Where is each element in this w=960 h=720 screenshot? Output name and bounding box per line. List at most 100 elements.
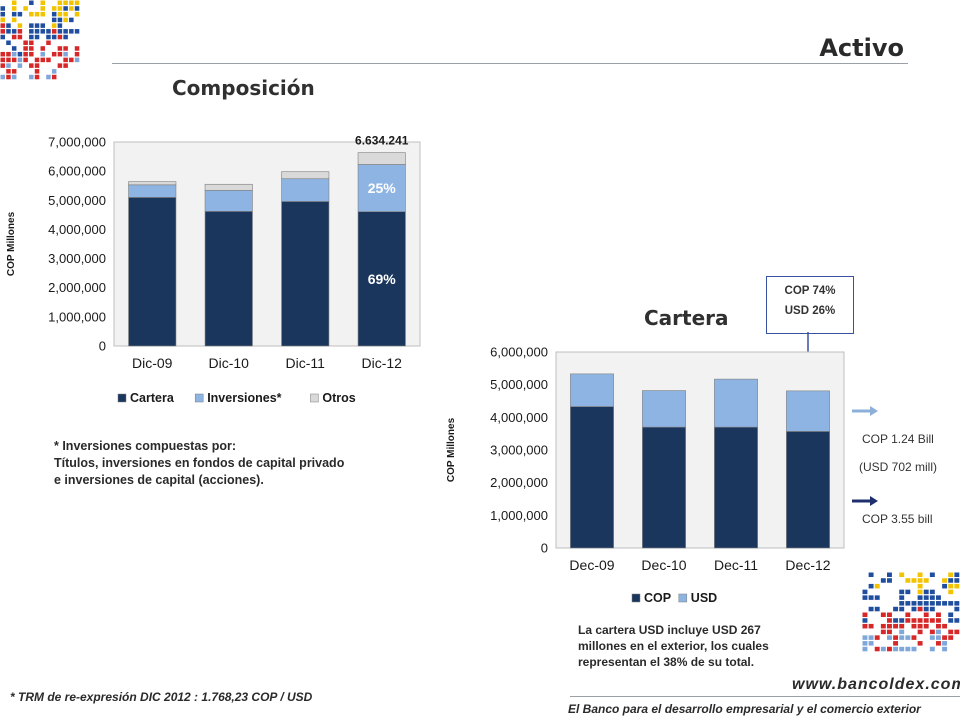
bar-segment-cartera [204,211,253,347]
y-axis-label: COP Millones [446,417,457,482]
logo-pixel [51,69,57,74]
logo-pixel [936,595,941,600]
logo-pixel [929,601,935,606]
logo-pixel [948,589,954,595]
legend-entry: USD [691,591,717,605]
logo-pixel [948,578,954,583]
logo-pixel [905,578,911,583]
logo-pixel [887,578,892,583]
logo-pixel [63,6,68,11]
logo-pixel [69,6,74,11]
logo-pixel [948,572,954,578]
cartera-chart: 0 1,000,000 2,000,000 3,000,000 4,000,000 5,0… [446,345,845,605]
cartera-note: La cartera USD incluye USD 267 millones … [578,622,818,670]
logo-pixel [899,589,905,595]
bar-segment-cop [714,426,758,549]
logo-pixel [862,612,868,618]
bar-segment-cartera [281,201,330,347]
title-divider [112,63,908,64]
logo-pixel [862,618,868,623]
logo-pixel [74,46,80,51]
logo-pixel [942,623,948,629]
logo-pixel [23,51,28,57]
logo-pixel [887,612,892,618]
logo-pixel [917,601,923,606]
logo-pixel [923,601,929,606]
logo-pixel [887,629,892,635]
logo-pixel [17,63,23,68]
logo-pixel [887,635,892,640]
logo-pixel [899,635,905,640]
logo-pixel [74,6,80,11]
logo-pixel [874,635,880,640]
composicion-chart: 0 1,000,000 2,000,000 3,000,000 4,000,000 5,0… [6,134,421,405]
cartera-note-line: La cartera USD incluye USD 267 [578,623,761,637]
logo-pixel [57,6,63,11]
logo-pixel [905,589,911,595]
logo-pixel [868,572,874,578]
logo-pixel [74,0,80,6]
logo-pixel [905,646,911,652]
logo-pixel [862,646,868,652]
logo-pixel [40,51,46,57]
logo-pixel [40,57,46,63]
logo-pixel [29,63,34,68]
logo-pixel [34,11,40,17]
y-tick-label: 6,000,000 [48,164,106,179]
logo-pixel [893,646,899,652]
logo-pixel [11,46,17,51]
x-tick-label: Dic-10 [209,355,250,371]
logo-pixel [6,23,11,28]
logo-pixel [874,595,880,600]
logo-pixel [917,623,923,629]
logo-pixel [868,583,874,589]
logo-pixel [868,606,874,612]
logo-pixel [923,623,929,629]
logo-pixel [6,57,11,63]
logo-pixel [880,623,886,629]
logo-pixel [911,601,917,606]
footer-url: www.bancoldex.com [792,676,960,693]
inversiones-share-annotation: 25% [368,180,397,196]
logo-pixel [11,29,17,34]
logo-pixel [57,51,63,57]
logo-pixel [868,635,874,640]
logo-pixel [899,646,905,652]
logo-pixel [893,635,899,640]
logo-pixel [905,618,911,623]
inversiones-note: * Inversiones compuestas por: Títulos, i… [54,438,344,489]
x-tick-label: Dec-10 [641,557,686,573]
logo-pixel [880,629,886,635]
logo-pixel [29,51,34,57]
bar-segment-usd [786,390,830,432]
logo-pixel [63,0,68,6]
logo-pixel [936,635,941,640]
logo-pixel [936,641,941,646]
y-tick-label: 2,000,000 [48,280,106,295]
logo-pixel [923,589,929,595]
bar-segment-cop [786,431,830,549]
logo-pixel [954,601,960,606]
logo-pixel [6,63,11,68]
logo-pixel [51,17,57,23]
logo-pixel [887,572,892,578]
trm-note: * TRM de re-expresión DIC 2012 : 1.768,2… [10,690,313,704]
logo-pixel [46,29,51,34]
logo-pixel [63,46,68,51]
y-tick-label: 2,000,000 [490,475,548,490]
logo-pixel [17,11,23,17]
cartera-heading: Cartera [644,306,729,330]
logo-pixel [29,11,34,17]
logo-pixel [57,23,63,28]
logo-pixel [880,646,886,652]
logo-pixel [862,641,868,646]
logo-pixel [874,583,880,589]
legend-entry: Cartera [130,391,175,405]
logo-pixel [929,595,935,600]
arrow-right-usd-icon [852,406,878,416]
y-tick-label: 3,000,000 [48,251,106,266]
logo-pixel [46,57,51,63]
logo-pixel [874,646,880,652]
logo-pixel [69,0,74,6]
logo-pixel [923,578,929,583]
